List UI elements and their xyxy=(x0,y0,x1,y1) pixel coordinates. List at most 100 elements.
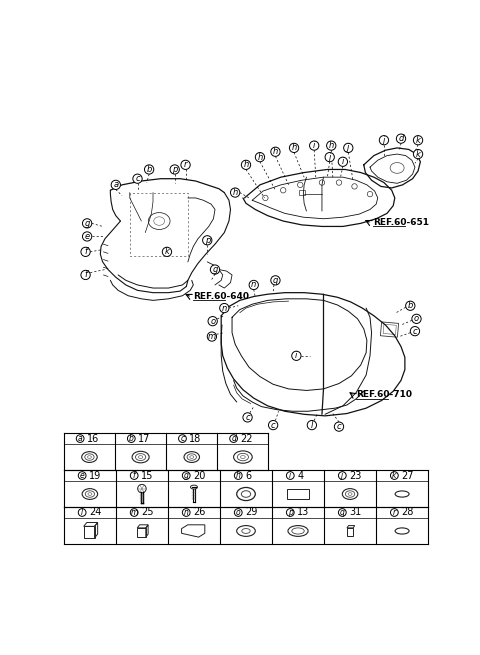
Text: f: f xyxy=(84,271,87,280)
Text: j: j xyxy=(347,143,349,153)
Circle shape xyxy=(287,509,294,516)
Circle shape xyxy=(410,327,420,336)
Circle shape xyxy=(287,472,294,479)
Circle shape xyxy=(144,165,154,174)
Text: 20: 20 xyxy=(193,470,205,481)
Text: c: c xyxy=(413,327,417,335)
Text: o: o xyxy=(210,316,215,326)
Circle shape xyxy=(379,136,389,145)
Circle shape xyxy=(325,153,335,162)
Text: 22: 22 xyxy=(240,434,253,443)
Text: 31: 31 xyxy=(349,508,361,517)
Text: 4: 4 xyxy=(297,470,303,481)
Circle shape xyxy=(271,147,280,157)
Text: d: d xyxy=(398,134,404,143)
Text: k: k xyxy=(416,149,420,159)
Text: REF.60-710: REF.60-710 xyxy=(356,390,412,400)
Text: r: r xyxy=(393,508,396,517)
Text: 16: 16 xyxy=(87,434,99,443)
Text: c: c xyxy=(245,413,250,422)
Text: g: g xyxy=(84,219,90,228)
Circle shape xyxy=(249,280,258,290)
Text: p: p xyxy=(172,165,178,174)
Circle shape xyxy=(234,472,242,479)
Text: 24: 24 xyxy=(89,508,101,517)
Text: k: k xyxy=(416,136,420,145)
Circle shape xyxy=(83,219,92,228)
Text: e: e xyxy=(84,232,90,241)
Text: g: g xyxy=(184,471,189,480)
Circle shape xyxy=(292,351,301,360)
Circle shape xyxy=(289,143,299,153)
Text: REF.60-651: REF.60-651 xyxy=(373,218,429,227)
Text: h: h xyxy=(329,141,334,150)
Circle shape xyxy=(83,232,92,241)
Text: 18: 18 xyxy=(190,434,202,443)
Circle shape xyxy=(182,509,190,516)
Text: h: h xyxy=(291,143,297,153)
Text: h: h xyxy=(236,471,240,480)
Text: a: a xyxy=(113,180,119,189)
Text: n: n xyxy=(251,280,256,290)
Circle shape xyxy=(268,421,278,430)
Text: c: c xyxy=(336,422,341,431)
Circle shape xyxy=(406,301,415,310)
Circle shape xyxy=(391,509,398,516)
Text: b: b xyxy=(129,434,134,443)
Text: m: m xyxy=(131,508,138,517)
Circle shape xyxy=(230,435,238,442)
Text: j: j xyxy=(328,153,331,162)
Circle shape xyxy=(181,160,190,170)
Text: 26: 26 xyxy=(193,508,205,517)
Text: p: p xyxy=(288,508,293,517)
Text: h: h xyxy=(243,160,249,170)
Circle shape xyxy=(344,143,353,153)
Text: h: h xyxy=(273,147,278,157)
Text: l: l xyxy=(81,508,83,517)
Circle shape xyxy=(208,316,217,326)
Bar xyxy=(299,190,305,195)
Circle shape xyxy=(243,413,252,422)
Text: 29: 29 xyxy=(245,508,258,517)
Circle shape xyxy=(234,509,242,516)
Text: 25: 25 xyxy=(141,508,154,517)
Circle shape xyxy=(130,472,138,479)
Bar xyxy=(383,324,396,335)
Text: q: q xyxy=(273,276,278,285)
Text: c: c xyxy=(180,434,185,443)
Circle shape xyxy=(413,136,423,145)
Text: h: h xyxy=(257,153,263,162)
Circle shape xyxy=(220,303,229,312)
Text: j: j xyxy=(383,136,385,145)
Circle shape xyxy=(81,271,90,280)
Text: 19: 19 xyxy=(89,470,101,481)
Text: k: k xyxy=(392,471,396,480)
Circle shape xyxy=(241,160,251,170)
Bar xyxy=(381,322,398,337)
Text: n: n xyxy=(222,303,227,312)
Circle shape xyxy=(210,265,220,274)
Circle shape xyxy=(78,509,86,516)
Text: i: i xyxy=(295,351,298,360)
Circle shape xyxy=(133,174,142,183)
Circle shape xyxy=(271,276,280,285)
Text: g: g xyxy=(212,265,218,274)
Circle shape xyxy=(255,153,264,162)
Text: j: j xyxy=(341,471,343,480)
Text: b: b xyxy=(146,165,152,174)
Circle shape xyxy=(179,435,186,442)
Circle shape xyxy=(207,332,216,341)
Text: n: n xyxy=(184,508,189,517)
Circle shape xyxy=(130,509,138,516)
Text: e: e xyxy=(80,471,84,480)
Circle shape xyxy=(78,472,86,479)
Circle shape xyxy=(335,422,344,431)
Text: a: a xyxy=(78,434,83,443)
Text: 28: 28 xyxy=(401,508,414,517)
Text: c: c xyxy=(135,174,140,183)
Circle shape xyxy=(396,134,406,143)
Circle shape xyxy=(162,247,172,257)
Circle shape xyxy=(170,165,180,174)
Circle shape xyxy=(413,149,423,159)
Text: REF.60-640: REF.60-640 xyxy=(193,292,249,301)
